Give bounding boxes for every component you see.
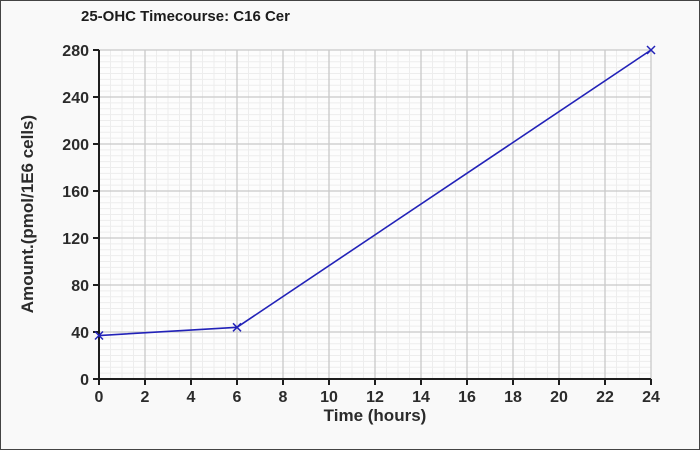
y-tick-label: 80 (71, 278, 89, 295)
y-tick-label: 200 (62, 137, 89, 154)
x-tick-label: 24 (642, 389, 660, 406)
x-tick-label: 16 (458, 389, 476, 406)
y-tick-label: 120 (62, 231, 89, 248)
x-tick-label: 4 (187, 389, 196, 406)
x-tick-label: 8 (279, 389, 288, 406)
y-tick-label: 160 (62, 184, 89, 201)
x-tick-label: 22 (596, 389, 614, 406)
x-axis-label: Time (hours) (323, 406, 427, 425)
y-tick-label: 240 (62, 90, 89, 107)
x-tick-label: 18 (504, 389, 522, 406)
y-axis-label: Amount.(pmol/1E6 cells) (18, 114, 37, 314)
x-tick-label: 14 (412, 389, 430, 406)
x-tick-label: 12 (366, 389, 384, 406)
y-tick-label: 0 (80, 372, 89, 389)
x-tick-label: 0 (95, 389, 104, 406)
chart-title: 25-OHC Timecourse: C16 Cer (81, 8, 290, 25)
x-tick-label: 10 (320, 389, 338, 406)
data-point-marker (646, 45, 656, 55)
data-point-marker (232, 322, 242, 332)
x-tick-label: 2 (141, 389, 150, 406)
x-tick-label: 20 (550, 389, 568, 406)
y-tick-label: 280 (62, 43, 89, 60)
x-tick-label: 6 (233, 389, 242, 406)
data-point-marker (94, 330, 104, 341)
y-tick-label: 40 (71, 325, 89, 342)
